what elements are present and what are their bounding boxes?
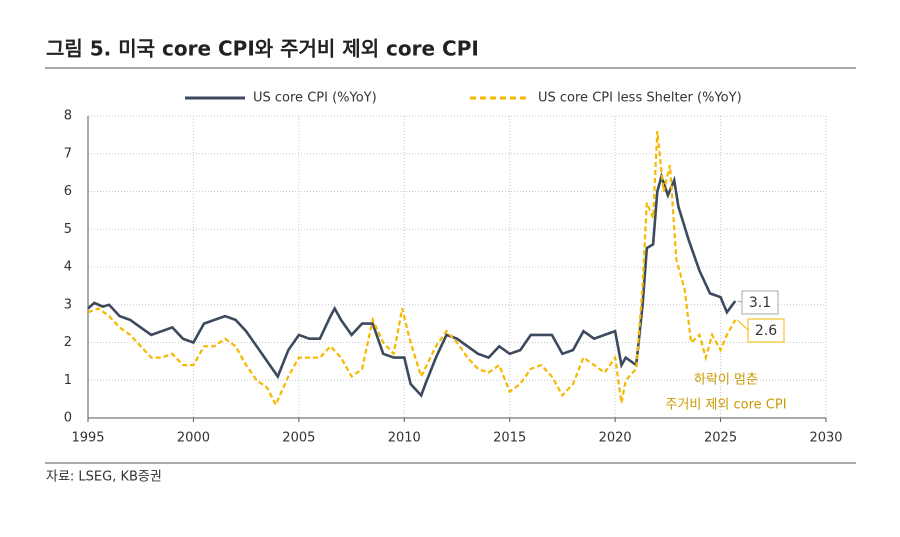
y-tick-label: 0 [64,411,72,426]
end-label-box [741,290,779,315]
series-line [87,130,737,408]
x-tick-label: 2015 [493,431,526,446]
y-tick-label: 5 [64,222,72,237]
y-tick-label: 2 [64,335,72,350]
x-tick-label: 2020 [599,431,632,446]
annotation: 주거비 제외 core CPI [665,398,786,413]
series-line [87,171,737,398]
label-connector [736,319,749,331]
source: 자료: LSEG, KB증권 [46,470,162,485]
annotation: 하락이 멈춘 [694,373,758,388]
chart-title: 그림 5. 미국 core CPI와 주거비 제외 core CPI [46,37,479,61]
y-tick-label: 6 [64,184,72,199]
legend-label: US core CPI less Shelter (%YoY) [538,91,742,106]
y-tick-label: 1 [64,373,72,388]
x-tick-label: 2030 [809,431,842,446]
end-label-box [747,318,785,343]
x-tick-label: 2000 [177,431,210,446]
y-tick-label: 7 [64,146,72,161]
y-tick-label: 4 [64,260,72,275]
legend-label: US core CPI (%YoY) [253,91,377,106]
label-connector [737,300,743,303]
x-tick-label: 2010 [388,431,421,446]
end-label: 3.1 [749,295,771,311]
x-tick-label: 2025 [704,431,737,446]
x-tick-label: 1995 [71,431,104,446]
y-tick-label: 3 [64,297,72,312]
end-label: 2.6 [755,323,777,339]
y-tick-label: 8 [64,109,72,124]
x-tick-label: 2005 [282,431,315,446]
